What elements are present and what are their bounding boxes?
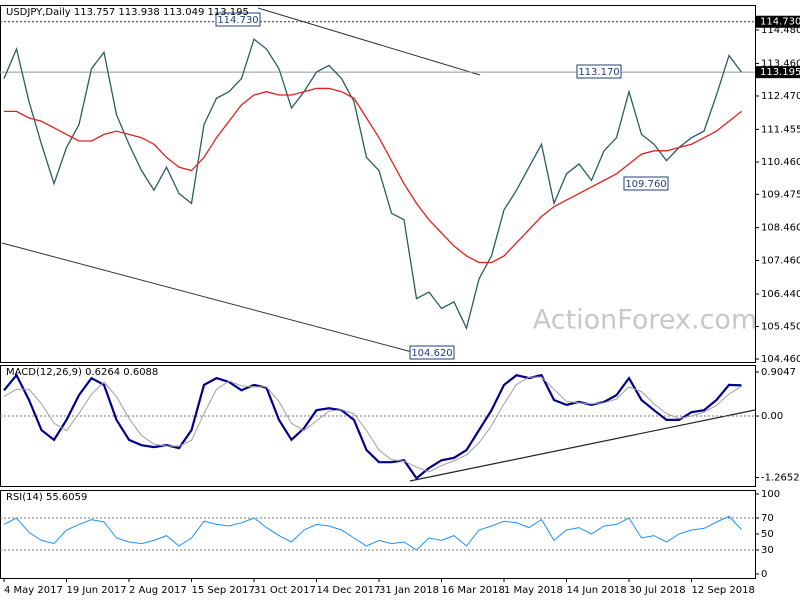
y-tick-label: 30 [761,545,774,556]
y-tick-label: 50 [761,529,774,540]
series-line [3,515,742,551]
x-tick-label: 4 May 2017 [4,585,63,596]
price-label-box [756,66,800,79]
y-tick-label: 114.480 [761,25,800,36]
watermark: ActionForex.com [533,305,758,336]
x-tick-label: 2 Aug 2017 [129,585,187,596]
series-line [3,376,742,473]
x-tick-label: 31 Oct 2017 [254,585,316,596]
panel-title: MACD(12,26,9) 0.6264 0.6088 [6,367,158,378]
series-line [3,38,743,331]
price-label: 114.730 [760,17,800,28]
annotation-box [409,345,455,360]
y-tick-label: 108.460 [761,223,800,234]
panel-title: USDJPY,Daily 113.757 113.938 113.049 113… [6,7,249,18]
x-tick-label: 19 Jun 2017 [67,585,127,596]
trend-line [1,242,413,353]
annotation-box [623,176,669,191]
x-tick-label: 16 Mar 2018 [442,585,505,596]
y-tick-label: 0.00 [761,411,783,422]
trend-line [409,409,756,482]
annotation: 113.170 [578,67,619,78]
annotation-box [215,12,261,27]
y-tick-label: 106.440 [761,289,800,300]
x-tick-label: 1 May 2018 [504,585,563,596]
y-tick-label: 112.470 [761,91,800,102]
y-tick-label: 104.460 [761,354,800,365]
y-tick-label: 110.460 [761,157,800,168]
y-tick-label: 0.9047 [761,367,796,378]
y-tick-label: 0 [761,569,767,580]
trend-line [257,7,481,76]
annotation: 104.620 [411,348,452,359]
panel-frame [0,5,756,363]
x-tick-label: 15 Sep 2017 [192,585,255,596]
y-tick-label: 107.460 [761,256,800,267]
y-tick-label: 70 [761,513,774,524]
x-tick-label: 30 Jul 2018 [629,585,686,596]
y-tick-label: 105.450 [761,322,800,333]
price-label-box [756,15,800,28]
series-line [4,87,742,264]
annotation: 109.760 [625,179,666,190]
x-tick-label: 12 Sep 2018 [692,585,755,596]
y-tick-label: -1.2652 [761,473,800,484]
annotation-box [576,64,622,79]
y-tick-label: 100 [761,489,780,500]
y-tick-label: 113.460 [761,58,800,69]
panel-frame [0,365,756,487]
y-tick-label: 109.475 [761,189,800,200]
y-tick-label: 111.455 [761,124,800,135]
x-tick-label: 14 Jun 2018 [567,585,627,596]
x-tick-label: 14 Dec 2017 [317,585,381,596]
price-label: 113.195 [760,67,800,78]
panel-title: RSI(14) 55.6059 [6,492,87,503]
x-tick-label: 31 Jan 2018 [379,585,439,596]
series-line [3,373,742,480]
annotation: 114.730 [217,15,258,26]
